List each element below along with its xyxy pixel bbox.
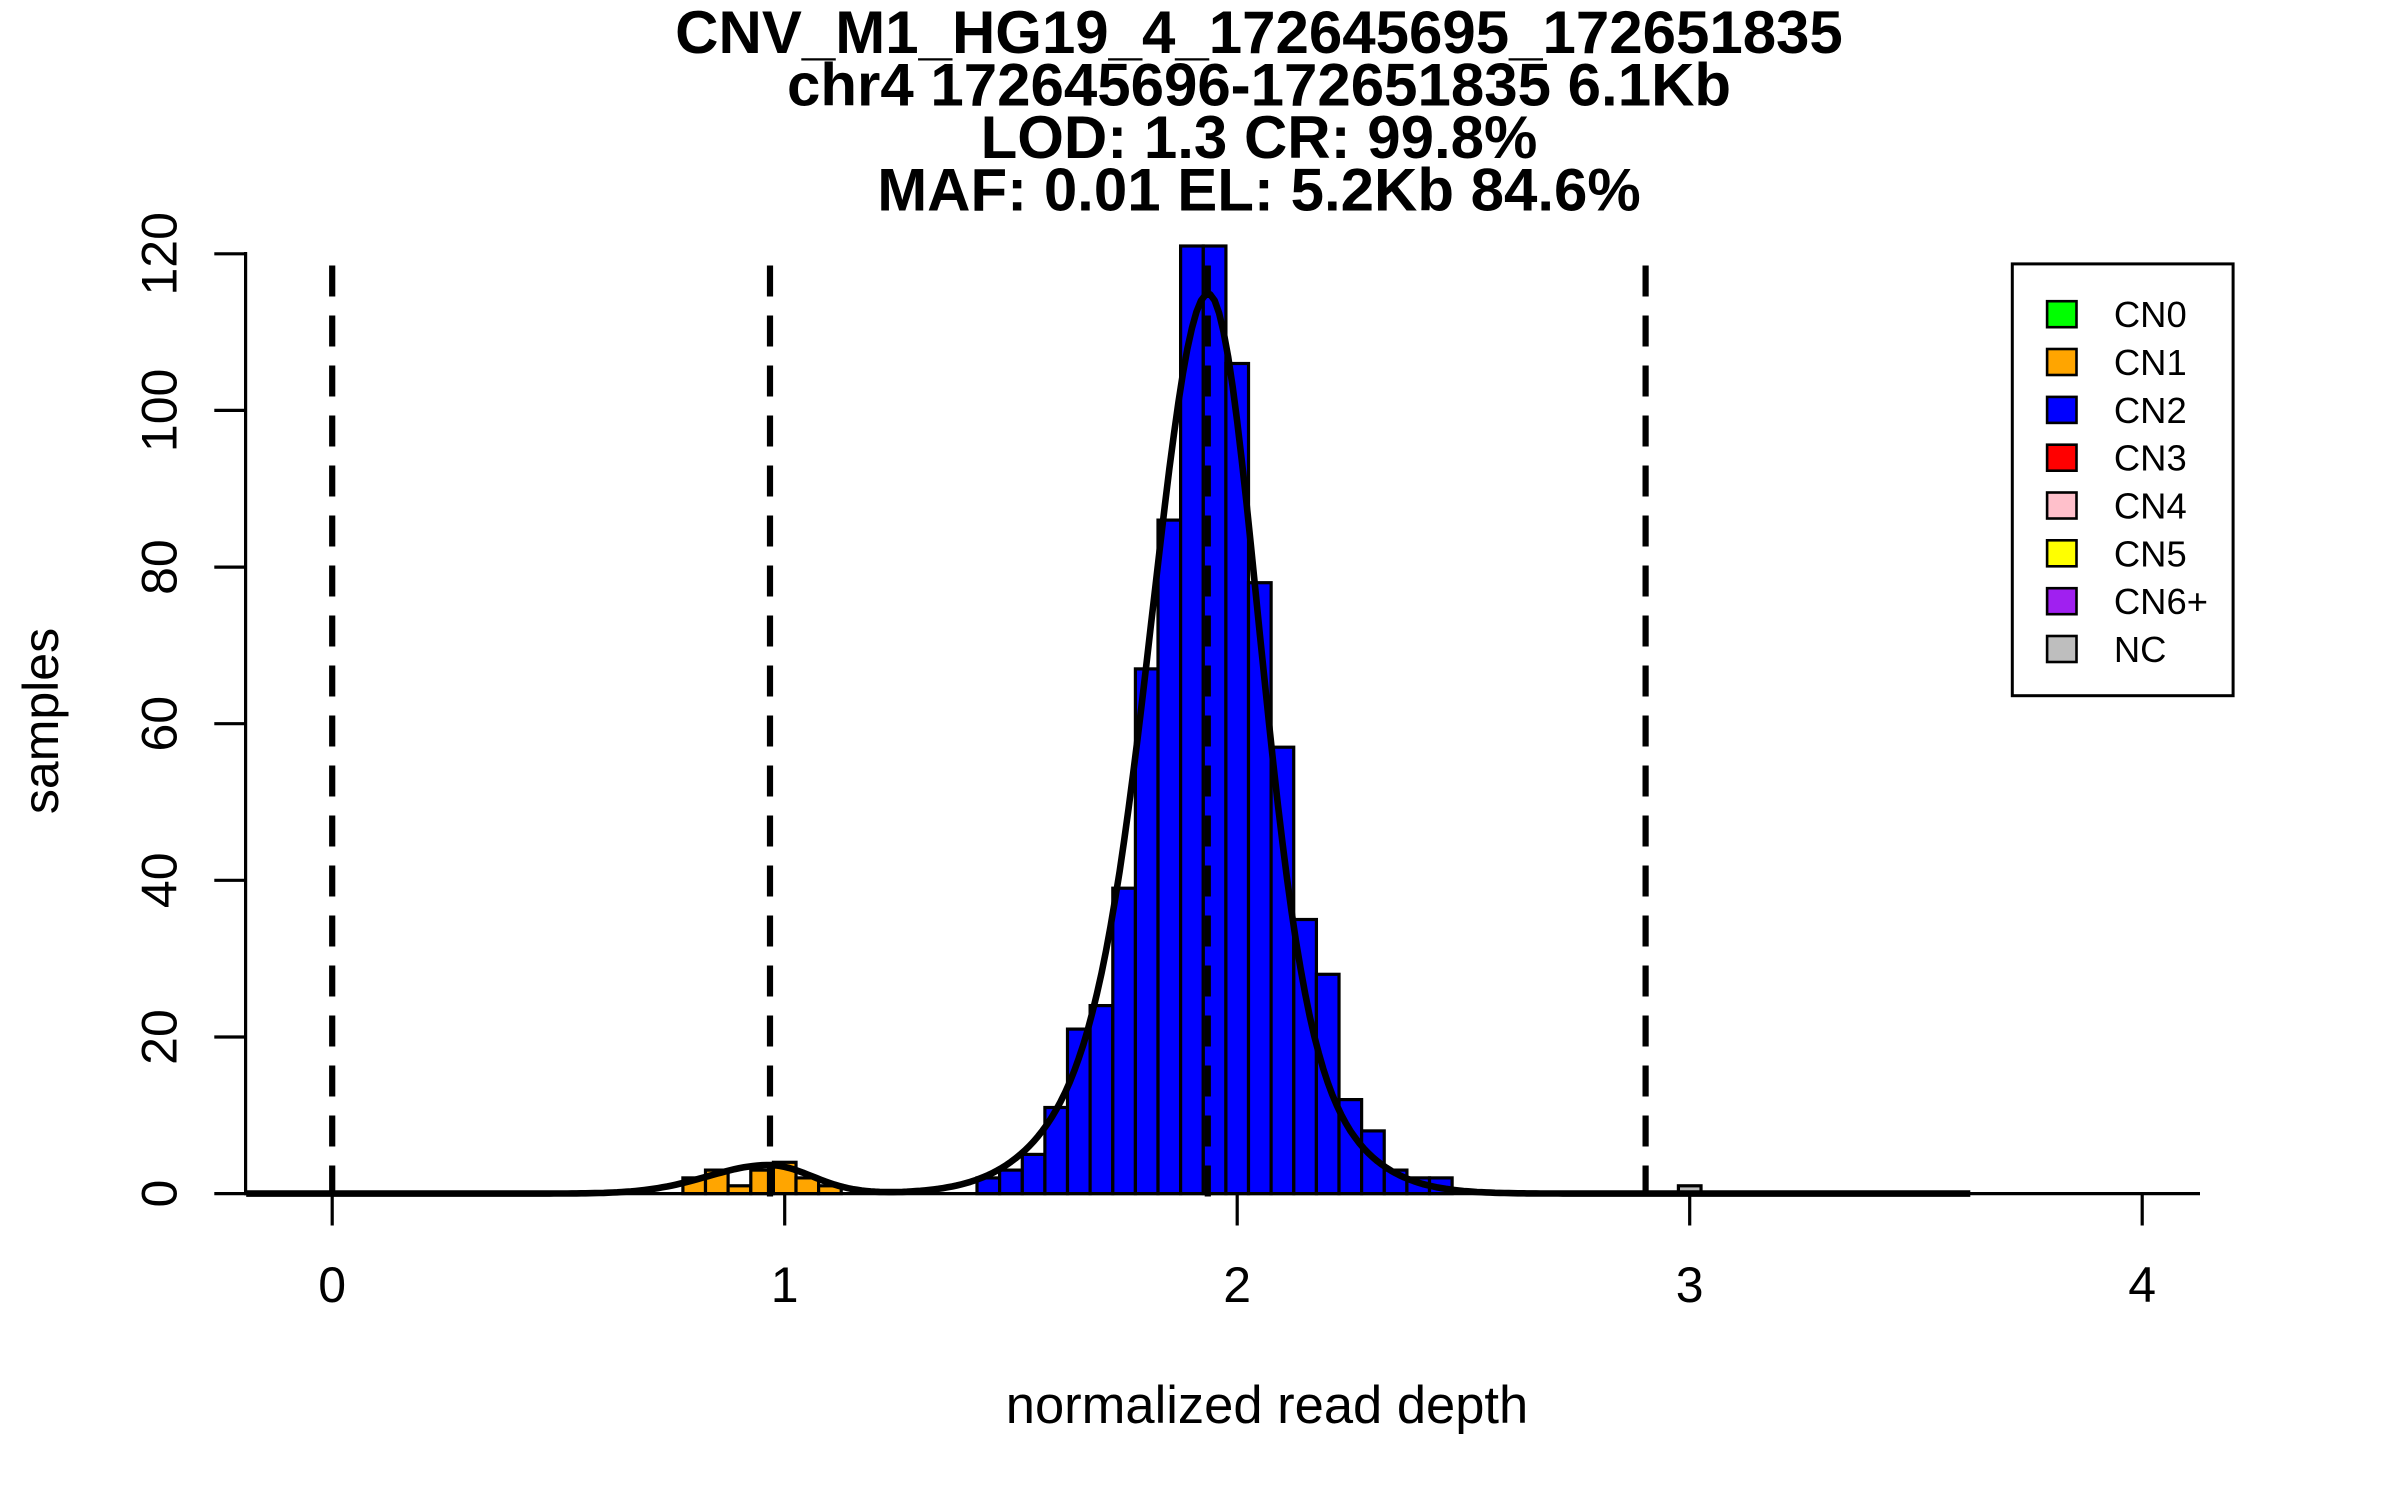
svg-text:CN6+: CN6+ bbox=[2114, 581, 2208, 622]
svg-text:NC: NC bbox=[2114, 629, 2167, 670]
svg-text:CN3: CN3 bbox=[2114, 438, 2187, 479]
svg-text:4: 4 bbox=[2128, 1257, 2156, 1313]
svg-text:samples: samples bbox=[13, 628, 69, 814]
svg-text:3: 3 bbox=[1676, 1257, 1704, 1313]
svg-text:2: 2 bbox=[1223, 1257, 1251, 1313]
svg-text:chr4 172645696-172651835 6.1Kb: chr4 172645696-172651835 6.1Kb bbox=[787, 52, 1731, 119]
svg-text:20: 20 bbox=[132, 1009, 188, 1065]
svg-text:CN2: CN2 bbox=[2114, 390, 2187, 431]
svg-text:normalized read depth: normalized read depth bbox=[1006, 1376, 1528, 1435]
svg-text:100: 100 bbox=[132, 369, 188, 452]
svg-text:80: 80 bbox=[132, 539, 188, 595]
svg-text:MAF: 0.01 EL: 5.2Kb 84.6%: MAF: 0.01 EL: 5.2Kb 84.6% bbox=[877, 157, 1641, 224]
svg-text:120: 120 bbox=[132, 212, 188, 295]
svg-text:CN5: CN5 bbox=[2114, 533, 2187, 574]
svg-text:CN0: CN0 bbox=[2114, 294, 2187, 335]
svg-text:CN1: CN1 bbox=[2114, 342, 2187, 383]
svg-text:60: 60 bbox=[132, 696, 188, 752]
svg-text:40: 40 bbox=[132, 852, 188, 908]
svg-text:0: 0 bbox=[132, 1180, 188, 1208]
svg-text:0: 0 bbox=[318, 1257, 346, 1313]
svg-text:CNV_M1_HG19_4_172645695_172651: CNV_M1_HG19_4_172645695_172651835 bbox=[675, 0, 1843, 66]
svg-text:CN4: CN4 bbox=[2114, 486, 2187, 527]
svg-text:1: 1 bbox=[771, 1257, 799, 1313]
svg-text:LOD: 1.3 CR: 99.8%: LOD: 1.3 CR: 99.8% bbox=[981, 104, 1538, 171]
